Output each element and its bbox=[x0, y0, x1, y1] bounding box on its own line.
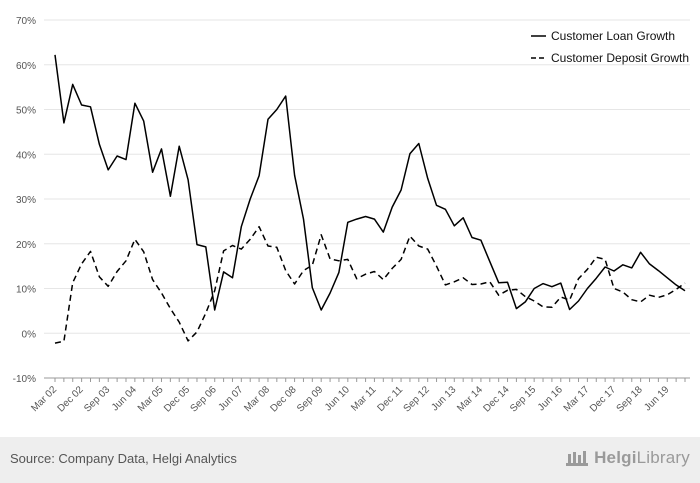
x-tick-label: Sep 18 bbox=[615, 384, 645, 414]
x-tick-label: Mar 08 bbox=[242, 384, 272, 414]
x-tick-label: Dec 11 bbox=[376, 384, 406, 414]
legend: Customer Loan Growth Customer Deposit Gro… bbox=[531, 29, 689, 65]
x-tick-label: Dec 14 bbox=[481, 384, 511, 414]
brand-logo: HelgiLibrary bbox=[564, 448, 690, 468]
y-tick-label: -10% bbox=[13, 374, 36, 385]
legend-label: Customer Deposit Growth bbox=[551, 51, 689, 65]
x-tick-label: Jun 19 bbox=[642, 384, 671, 413]
brand-name: HelgiLibrary bbox=[594, 448, 690, 468]
brand-suffix: Library bbox=[636, 448, 690, 467]
x-tick-label: Dec 05 bbox=[162, 384, 192, 414]
x-tick-label: Jun 07 bbox=[216, 384, 245, 413]
x-tick-label: Mar 14 bbox=[455, 384, 485, 414]
series-line bbox=[54, 54, 686, 311]
y-tick-label: 10% bbox=[16, 285, 36, 296]
y-axis: -10% 0% 10% 20% 30% 40% 50% 60% 70% bbox=[13, 16, 36, 385]
y-tick-label: 40% bbox=[16, 150, 36, 161]
x-tick-label: Sep 09 bbox=[295, 384, 325, 414]
x-tick-label: Mar 17 bbox=[562, 384, 592, 414]
x-tick-label: Dec 02 bbox=[56, 384, 86, 414]
y-tick-label: 20% bbox=[16, 240, 36, 251]
x-tick-label: Sep 03 bbox=[82, 384, 112, 414]
x-tick-label: Jun 10 bbox=[323, 384, 352, 413]
x-tick-label: Dec 08 bbox=[269, 384, 299, 414]
legend-label: Customer Loan Growth bbox=[551, 29, 675, 43]
x-tick-label: Sep 12 bbox=[402, 384, 432, 414]
y-tick-label: 70% bbox=[16, 16, 36, 27]
x-tick-label: Dec 17 bbox=[588, 384, 618, 414]
series-lines bbox=[54, 54, 686, 344]
series-line bbox=[54, 225, 686, 344]
source-text: Source: Company Data, Helgi Analytics bbox=[10, 451, 237, 466]
x-tick-label: Jun 13 bbox=[429, 384, 458, 413]
footer: Source: Company Data, Helgi Analytics He… bbox=[0, 437, 700, 483]
x-tick-label: Jun 04 bbox=[110, 384, 139, 413]
y-tick-label: 0% bbox=[22, 329, 37, 340]
grid-lines bbox=[44, 19, 690, 379]
x-tick-label: Sep 06 bbox=[189, 384, 219, 414]
y-tick-label: 30% bbox=[16, 195, 36, 206]
x-tick-label: Mar 05 bbox=[136, 384, 166, 414]
x-tick-label: Jun 16 bbox=[536, 384, 565, 413]
x-tick-label: Mar 11 bbox=[349, 384, 379, 414]
y-tick-label: 60% bbox=[16, 61, 36, 72]
library-icon bbox=[566, 451, 589, 466]
x-tick-label: Mar 02 bbox=[29, 384, 59, 414]
x-tick-label: Sep 15 bbox=[508, 384, 538, 414]
y-tick-label: 50% bbox=[16, 106, 36, 117]
brand-prefix: Helgi bbox=[594, 448, 637, 467]
